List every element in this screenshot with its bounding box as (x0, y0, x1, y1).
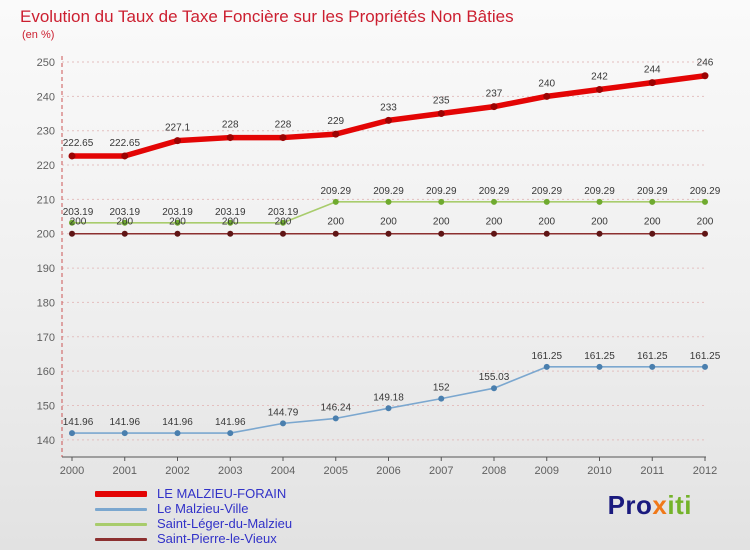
chart-subtitle: (en %) (22, 29, 55, 41)
svg-text:146.24: 146.24 (320, 402, 351, 413)
svg-text:161.25: 161.25 (637, 351, 668, 362)
svg-text:2005: 2005 (324, 465, 348, 477)
legend: LE MALZIEU-FORAIN Le Malzieu-Ville Saint… (95, 487, 292, 547)
svg-text:203.19: 203.19 (215, 207, 246, 218)
svg-text:161.25: 161.25 (690, 351, 721, 362)
chart-title: Evolution du Taux de Taxe Foncière sur l… (20, 7, 514, 26)
svg-text:209.29: 209.29 (426, 186, 457, 197)
svg-text:230: 230 (37, 126, 55, 138)
svg-text:203.19: 203.19 (63, 207, 94, 218)
svg-text:180: 180 (37, 297, 55, 309)
legend-label: Saint-Pierre-le-Vieux (157, 531, 277, 546)
svg-text:203.19: 203.19 (162, 207, 193, 218)
svg-text:2004: 2004 (271, 465, 295, 477)
legend-item: LE MALZIEU-FORAIN (95, 487, 292, 501)
svg-text:200: 200 (433, 217, 450, 228)
svg-text:140: 140 (37, 435, 55, 447)
svg-text:200: 200 (275, 217, 292, 228)
svg-text:144.79: 144.79 (268, 407, 299, 418)
svg-text:200: 200 (697, 217, 714, 228)
svg-text:209.29: 209.29 (320, 186, 351, 197)
svg-text:200: 200 (37, 229, 55, 241)
svg-text:200: 200 (222, 217, 239, 228)
svg-text:141.96: 141.96 (162, 417, 193, 428)
svg-text:200: 200 (591, 217, 608, 228)
tax-rate-line-chart: 140 150 160 170 180 190 200 210 220 230 240 250 2000… (37, 56, 721, 477)
svg-text:250: 250 (37, 57, 55, 69)
legend-label: Le Malzieu-Ville (157, 501, 249, 516)
svg-text:209.29: 209.29 (690, 186, 721, 197)
svg-text:2006: 2006 (376, 465, 400, 477)
svg-text:209.29: 209.29 (637, 186, 668, 197)
svg-text:2007: 2007 (429, 465, 453, 477)
svg-text:228: 228 (222, 120, 239, 131)
svg-text:240: 240 (37, 91, 55, 103)
svg-text:222.65: 222.65 (63, 138, 94, 149)
svg-text:227.1: 227.1 (165, 123, 190, 134)
svg-text:203.19: 203.19 (268, 207, 299, 218)
svg-text:233: 233 (380, 102, 397, 113)
svg-text:242: 242 (591, 71, 608, 82)
svg-text:244: 244 (644, 65, 661, 76)
svg-text:200: 200 (486, 217, 503, 228)
svg-text:2002: 2002 (165, 465, 189, 477)
svg-text:240: 240 (538, 78, 555, 89)
svg-text:222.65: 222.65 (109, 138, 140, 149)
svg-text:2000: 2000 (60, 465, 84, 477)
legend-swatch (95, 537, 147, 541)
svg-text:141.96: 141.96 (109, 417, 140, 428)
svg-text:228: 228 (275, 120, 292, 131)
proxiti-logo: Proxiti (608, 490, 692, 521)
legend-label: LE MALZIEU-FORAIN (157, 486, 287, 501)
svg-text:190: 190 (37, 263, 55, 275)
svg-text:2009: 2009 (535, 465, 559, 477)
legend-swatch (95, 491, 147, 497)
svg-text:203.19: 203.19 (109, 207, 140, 218)
legend-swatch (95, 522, 147, 526)
svg-text:2012: 2012 (693, 465, 717, 477)
svg-text:2003: 2003 (218, 465, 242, 477)
svg-text:229: 229 (327, 116, 344, 127)
svg-text:2010: 2010 (587, 465, 611, 477)
svg-text:200: 200 (538, 217, 555, 228)
svg-text:246: 246 (697, 58, 714, 69)
svg-text:200: 200 (327, 217, 344, 228)
svg-text:209.29: 209.29 (531, 186, 562, 197)
svg-text:155.03: 155.03 (479, 372, 510, 383)
svg-text:200: 200 (70, 217, 87, 228)
svg-text:160: 160 (37, 366, 55, 378)
svg-text:141.96: 141.96 (215, 417, 246, 428)
svg-text:161.25: 161.25 (531, 351, 562, 362)
svg-text:209.29: 209.29 (373, 186, 404, 197)
svg-text:209.29: 209.29 (479, 186, 510, 197)
svg-text:210: 210 (37, 194, 55, 206)
svg-text:161.25: 161.25 (584, 351, 615, 362)
legend-swatch (95, 507, 147, 511)
svg-text:170: 170 (37, 332, 55, 344)
legend-item: Saint-Pierre-le-Vieux (95, 532, 292, 546)
svg-text:149.18: 149.18 (373, 392, 404, 403)
svg-text:220: 220 (37, 160, 55, 172)
svg-text:2011: 2011 (640, 465, 664, 477)
svg-text:152: 152 (433, 383, 450, 394)
svg-text:200: 200 (116, 217, 133, 228)
logo-part-x: x (652, 490, 668, 520)
svg-text:235: 235 (433, 96, 450, 107)
svg-text:200: 200 (380, 217, 397, 228)
legend-item: Saint-Léger-du-Malzieu (95, 517, 292, 531)
svg-text:237: 237 (486, 89, 503, 100)
svg-text:209.29: 209.29 (584, 186, 615, 197)
svg-text:141.96: 141.96 (63, 417, 94, 428)
svg-text:200: 200 (169, 217, 186, 228)
legend-item: Le Malzieu-Ville (95, 502, 292, 516)
svg-text:2008: 2008 (482, 465, 506, 477)
logo-part-pro: Pro (607, 490, 653, 520)
svg-text:2001: 2001 (113, 465, 137, 477)
svg-text:150: 150 (37, 400, 55, 412)
logo-part-iti: iti (667, 490, 692, 520)
legend-label: Saint-Léger-du-Malzieu (157, 516, 293, 531)
svg-text:200: 200 (644, 217, 661, 228)
